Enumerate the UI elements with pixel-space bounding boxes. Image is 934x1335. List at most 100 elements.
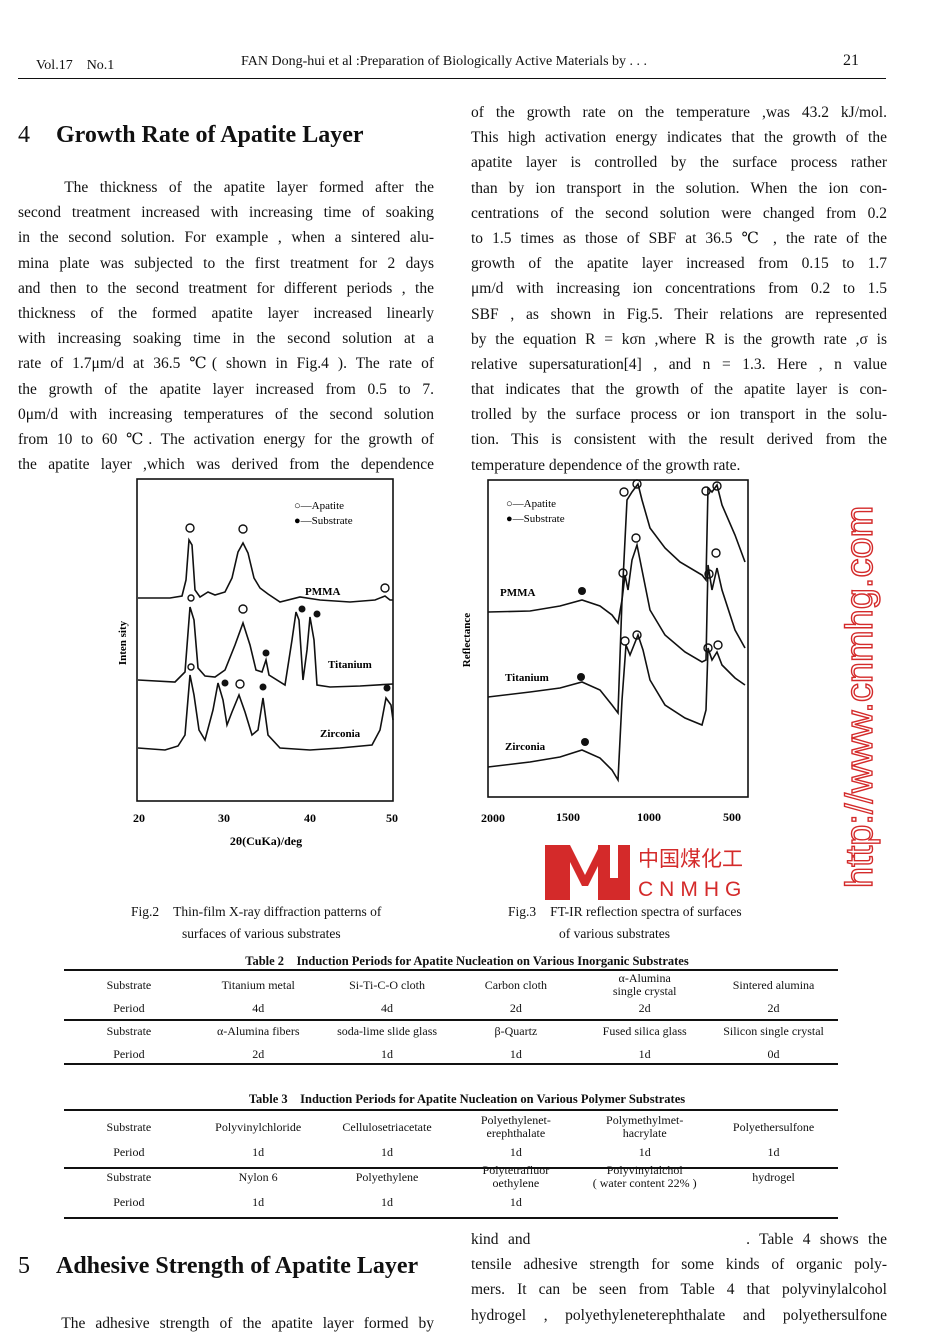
table-row: Period 2d 1d 1d 1d 0d — [64, 1044, 838, 1064]
section-title: Adhesive Strength of Apatite Layer — [56, 1253, 419, 1279]
left-column-text: The adhesive strength of the apatite lay… — [18, 1311, 434, 1335]
section-title: Growth Rate of Apatite Layer — [56, 122, 364, 148]
text-line: to 1.5 times as those of SBF at 36.5 ℃ ,… — [471, 229, 887, 247]
titanium-ftir-curve — [487, 541, 746, 716]
table-cell: 1d — [381, 1194, 394, 1209]
x-tick: 40 — [304, 811, 316, 825]
table-cell: Silicon single crystal — [723, 1023, 824, 1038]
text-line: tion. This is consistent with the result… — [471, 431, 887, 449]
table-cell: Polyvinylalchol ( water content 22% ) — [592, 1163, 697, 1190]
table-row: Substrate Titanium metal Si-Ti-C-O cloth Ca… — [64, 972, 838, 998]
text-line: The adhesive strength of the apatite lay… — [18, 1315, 434, 1332]
legend-substrate: ●—Substrate — [506, 513, 565, 525]
zirconia-xrd-curve — [137, 674, 394, 751]
table-cell — [709, 1192, 838, 1212]
table-row: Substrate α-Alumina fibers soda-lime slide… — [64, 1018, 838, 1044]
text-line: 0μm/d with increasing temperatures of th… — [18, 405, 434, 423]
table-rule — [64, 1019, 838, 1021]
caption-text: surfaces of various substrates — [182, 926, 341, 941]
x-tick: 1500 — [556, 810, 580, 824]
table-row: Substrate Nylon 6 Polyethylene Polytetraflu… — [64, 1162, 838, 1192]
table-cell: α-Alumina fibers — [216, 1023, 300, 1038]
plot-frame — [136, 478, 394, 802]
text-line: thickness of the formed apatite layer in… — [18, 304, 434, 322]
figure-3-caption: Fig.3 FT-IR reflection spectra of surface… — [508, 901, 742, 945]
table-cell: 4d — [252, 1000, 265, 1015]
text-line: of the growth rate on the temperature ,w… — [471, 104, 887, 121]
figure-3-ftir: ○—Apatite ●—Substrate PMMA Titanium Zirc… — [461, 479, 749, 825]
table-cell: Period — [113, 1144, 145, 1159]
text-line: μm/d with increasing ion concentrations … — [471, 280, 887, 298]
x-tick: 50 — [386, 811, 398, 825]
table-cell: 0d — [767, 1046, 780, 1061]
text-line: the apatite layer ,which was derived fro… — [18, 456, 434, 474]
section-number: 4 — [18, 122, 30, 148]
legend-substrate: ●—Substrate — [294, 515, 353, 527]
x-tick: 2000 — [481, 811, 505, 825]
table-cell: 1d — [767, 1144, 780, 1159]
apatite-markers — [185, 523, 390, 689]
table-cell: Nylon 6 — [238, 1169, 278, 1184]
x-tick: 20 — [133, 811, 145, 825]
table-cell: 2d — [638, 1000, 651, 1015]
titanium-xrd-curve — [137, 606, 394, 688]
table-cell: 1d — [509, 1046, 522, 1061]
table-cell: Substrate — [106, 1023, 152, 1038]
text-line: The thickness of the apatite layer forme… — [18, 179, 434, 196]
table-cell: 2d — [252, 1046, 265, 1061]
x-tick: 500 — [723, 810, 741, 824]
right-column-text: of the growth rate on the temperature ,w… — [471, 100, 887, 478]
table-cell: Carbon cloth — [484, 977, 548, 992]
journal-volume: Vol.17 No.1 — [36, 58, 115, 73]
series-label-pmma: PMMA — [305, 586, 340, 598]
table-row: Period 1d 1d 1d — [64, 1192, 838, 1212]
substrate-markers — [577, 587, 589, 746]
table-cell: Period — [113, 1000, 145, 1015]
y-axis-label: Inten sity — [117, 620, 129, 665]
series-label-titanium: Titanium — [328, 659, 372, 671]
logo-chinese-text: 中国煤化工 — [638, 848, 743, 871]
pmma-ftir-curve — [487, 482, 746, 625]
caption-text: FT-IR reflection spectra of surfaces — [550, 904, 742, 919]
table-cell: hydrogel — [752, 1169, 795, 1184]
series-label-zirconia: Zirconia — [320, 728, 361, 740]
table-cell: Sintered alumina — [732, 977, 815, 992]
table-rule — [64, 1109, 838, 1111]
table-cell: 1d — [252, 1144, 265, 1159]
text-line: tensile adhesive strength for some kinds… — [471, 1256, 887, 1274]
table-cell: Si-Ti-C-O cloth — [349, 977, 425, 992]
text-line: centrations of the second solution were … — [471, 204, 887, 222]
table-cell: 4d — [381, 1000, 394, 1015]
table-cell: Titanium metal — [221, 977, 295, 992]
table-row: Period 1d 1d 1d 1d 1d — [64, 1142, 838, 1162]
table-cell: Fused silica glass — [602, 1023, 687, 1038]
text-line: the growth of the apatite layer increase… — [18, 380, 434, 398]
table-cell: Cellulosetriacetate — [342, 1119, 432, 1134]
table-cell: Substrate — [106, 1119, 152, 1134]
table-cell: 1d — [638, 1144, 651, 1159]
text-line: and then to the second treatment for dif… — [18, 279, 434, 297]
series-label-pmma: PMMA — [500, 587, 535, 599]
apatite-markers — [618, 479, 723, 653]
text-line: that indicates that the growth of the ap… — [471, 381, 887, 399]
table-cell: Polytetrafluor oethylene — [482, 1163, 550, 1190]
table-cell: Polyethersulfone — [732, 1119, 815, 1134]
text-line: rate of 1.7μm/d at 36.5 ℃( shown in Fig.… — [18, 355, 434, 373]
text-line: in the second solution. For example , wh… — [18, 229, 434, 247]
text-line: hydrogel , polyethyleneterephthalate and… — [471, 1306, 887, 1324]
caption-text: of various substrates — [559, 926, 670, 941]
table-cell: 1d — [381, 1046, 394, 1061]
table-2-title: Table 2 Induction Periods for Apatite Nu… — [245, 954, 689, 968]
table-cell: Period — [113, 1194, 145, 1209]
text-line: apatite layer is controlled by the surfa… — [471, 154, 887, 172]
table-cell: Substrate — [106, 1169, 152, 1184]
table-3-title: Table 3 Induction Periods for Apatite Nu… — [248, 1092, 686, 1106]
text-line: from 10 to 60 ℃. The activation energy f… — [18, 430, 434, 448]
series-label-titanium: Titanium — [505, 672, 549, 684]
table-rule — [64, 1063, 838, 1065]
table-cell: Polymethylmet- hacrylate — [606, 1113, 684, 1140]
figure-2-caption: Fig.2 Thin-film X-ray diffraction pattern… — [131, 901, 381, 945]
table-row: Period 4d 4d 2d 2d 2d — [64, 998, 838, 1018]
legend-apatite: ○—Apatite — [294, 500, 344, 512]
table-cell: 2d — [509, 1000, 522, 1015]
